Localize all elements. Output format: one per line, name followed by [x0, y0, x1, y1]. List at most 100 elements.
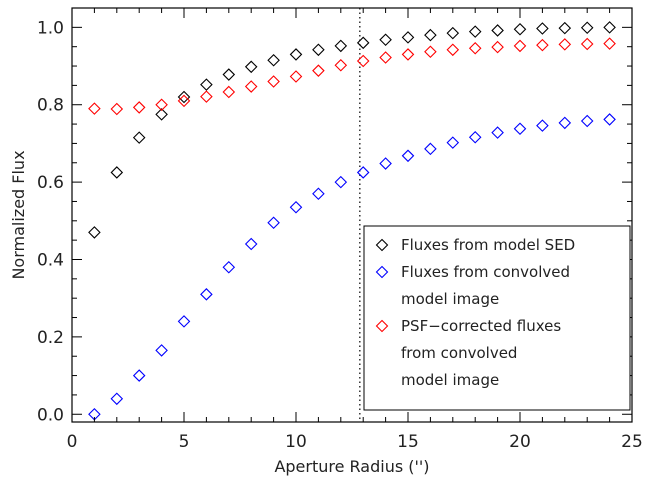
data-point [558, 116, 572, 130]
data-point [155, 108, 168, 121]
x-tick-label: 5 [179, 432, 190, 452]
data-point [200, 288, 213, 301]
y-tick-label: 0.2 [37, 328, 64, 348]
data-point [267, 216, 280, 230]
data-point [446, 26, 460, 40]
legend-entry: Fluxes from convolved model image [375, 263, 570, 308]
data-point [379, 157, 392, 170]
data-point [603, 113, 616, 126]
legend-label: Fluxes from convolved [401, 263, 570, 281]
data-point [580, 37, 594, 51]
y-tick-label: 0.4 [37, 250, 64, 270]
data-point [177, 315, 191, 328]
data-point [536, 38, 549, 52]
series-3 [88, 37, 616, 116]
data-point [558, 21, 572, 35]
legend-label: Fluxes from model SED [401, 236, 575, 254]
data-point [580, 21, 594, 35]
data-point [289, 48, 303, 61]
data-point [356, 54, 370, 68]
data-point [603, 21, 616, 34]
legend-marker [375, 238, 389, 252]
y-tick-label: 0.8 [37, 96, 64, 116]
series-1 [88, 21, 616, 239]
data-point [222, 260, 236, 274]
data-point [110, 102, 124, 116]
legend-box [363, 225, 631, 411]
legend-entry: PSF−corrected fluxes from convolved model … [375, 317, 561, 389]
y-tick-label: 1.0 [37, 18, 64, 38]
axes: 0 5 10 15 20 25 0.0 0.2 0.4 0.6 0.8 1.0 [37, 8, 643, 452]
data-point [244, 237, 258, 251]
data-point [401, 149, 415, 163]
data-point [289, 70, 303, 83]
data-point [446, 43, 460, 57]
x-tick-label: 20 [509, 432, 531, 452]
plot-frame [71, 7, 633, 423]
data-point [155, 344, 168, 357]
x-tick-label: 25 [621, 432, 643, 452]
legend-entry: Fluxes from model SED [375, 236, 575, 254]
data-point [424, 142, 437, 156]
y-tick-label: 0.6 [37, 173, 64, 193]
data-point [513, 23, 527, 36]
series-2 [88, 113, 616, 421]
data-point [356, 166, 370, 179]
data-point [155, 98, 168, 112]
data-point [110, 392, 124, 406]
data-point [312, 187, 325, 200]
data-point [200, 90, 213, 103]
data-point [222, 85, 236, 99]
data-point [536, 22, 549, 35]
data-point [177, 90, 191, 104]
data-point [110, 166, 124, 179]
data-point [468, 41, 482, 55]
data-point [603, 37, 616, 50]
y-tick-label: 0.0 [37, 405, 64, 425]
data-point [468, 25, 482, 38]
y-axis-label: Normalized Flux [9, 150, 28, 279]
data-point [424, 28, 437, 42]
data-point [356, 36, 370, 50]
data-point [401, 48, 415, 61]
data-point [267, 75, 280, 88]
plot-marks [88, 8, 616, 422]
legend-label: model image [401, 290, 499, 308]
data-point [491, 40, 504, 54]
data-point [536, 119, 549, 132]
data-point [222, 68, 236, 81]
data-point [334, 39, 348, 53]
data-point [312, 64, 325, 77]
data-point [491, 24, 504, 37]
legend-label: model image [401, 371, 499, 389]
data-point [267, 53, 280, 67]
x-tick-label: 0 [67, 432, 78, 452]
data-point [200, 78, 213, 91]
legend-marker [375, 265, 389, 279]
data-point [88, 102, 101, 115]
data-point [334, 58, 348, 72]
data-point [88, 226, 101, 239]
data-point [379, 51, 392, 64]
data-point [177, 94, 191, 108]
data-point [244, 80, 258, 93]
data-point [424, 45, 437, 58]
data-point [132, 131, 146, 144]
data-point [558, 38, 572, 51]
x-axis-label: Aperture Radius ('') [274, 457, 429, 476]
data-point [513, 39, 527, 53]
data-point [132, 369, 146, 382]
legend: Fluxes from model SED Fluxes from convolv… [363, 225, 631, 411]
x-tick-label: 10 [285, 432, 307, 452]
data-point [244, 60, 258, 74]
legend-marker [375, 319, 389, 333]
data-point [132, 101, 146, 114]
data-point [401, 31, 415, 44]
data-point [334, 175, 348, 189]
data-point [379, 33, 392, 47]
legend-label: PSF−corrected fluxes [401, 317, 561, 335]
data-point [580, 114, 594, 128]
legend-label: from convolved [401, 344, 517, 362]
data-point [491, 126, 504, 139]
